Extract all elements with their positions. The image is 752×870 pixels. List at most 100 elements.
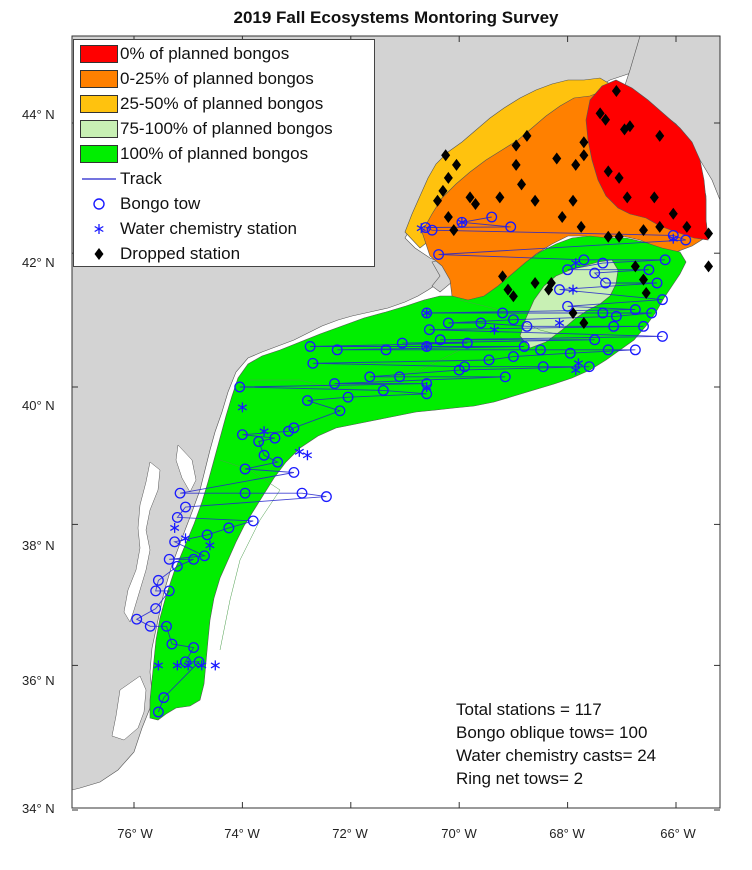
bongo-tow-marker	[629, 344, 641, 356]
lat-tick-34: 34° N	[22, 801, 55, 816]
bongo-tow-marker	[610, 310, 622, 322]
dropped-station-marker	[530, 276, 540, 289]
dropped-station-marker	[451, 158, 461, 171]
chart-title: 2019 Fall Ecosystems Montoring Survey	[233, 8, 559, 27]
legend-swatch-full	[80, 145, 118, 163]
bongo-tow-marker	[537, 361, 549, 373]
bongo-tow-marker	[589, 267, 601, 279]
bongo-tow-marker	[163, 585, 175, 597]
dropped-station-marker	[443, 171, 453, 184]
bongo-tow-marker	[483, 354, 495, 366]
circle-marker-icon	[80, 195, 118, 213]
water-chemistry-marker	[237, 402, 248, 413]
bongo-tow-marker	[201, 529, 213, 541]
dropped-station-marker	[655, 220, 665, 233]
bongo-tow-marker	[629, 304, 641, 316]
bongo-tow-marker	[608, 320, 620, 332]
legend-item-q1: 0-25% of planned bongos	[80, 68, 314, 90]
bongo-tow-marker	[433, 249, 445, 260]
legend-label: 0-25% of planned bongos	[120, 69, 314, 88]
bongo-tow-marker	[589, 334, 601, 346]
lon-tick-76: 76° W	[117, 826, 153, 841]
dropped-station-marker	[508, 290, 518, 303]
dropped-station-marker	[668, 207, 678, 220]
bongo-tow-marker	[223, 522, 235, 534]
dropped-station-marker	[495, 191, 505, 204]
bongo-tow-marker	[394, 371, 406, 383]
legend-item-q4: 75-100% of planned bongos	[80, 118, 333, 140]
bongo-tow-marker	[643, 264, 655, 276]
bongo-tow-marker	[423, 324, 435, 336]
dropped-station-marker	[704, 260, 714, 273]
dropped-station-marker	[517, 178, 527, 191]
dropped-station-marker	[568, 194, 578, 207]
bongo-tow-marker	[646, 307, 658, 319]
bongo-tow-marker	[597, 307, 609, 319]
dropped-station-marker	[433, 194, 443, 207]
dropped-layer	[433, 85, 714, 329]
lon-tick-66: 66° W	[660, 826, 696, 841]
bongo-tow-marker	[562, 264, 574, 276]
bongo-tow-marker	[188, 642, 200, 654]
bongo-tow-marker	[161, 620, 172, 632]
bongo-tow-marker	[272, 456, 284, 468]
dropped-station-marker	[622, 191, 632, 204]
water-chemistry-marker	[183, 660, 193, 671]
chesapeake-bay	[123, 461, 161, 623]
bongo-tow-marker	[169, 536, 181, 548]
bongo-tow-marker	[304, 341, 316, 352]
water-chemistry-marker	[210, 660, 220, 671]
dropped-station-marker	[557, 211, 567, 224]
bongo-tow-marker	[171, 560, 183, 572]
dropped-station-marker	[571, 158, 581, 171]
bongo-tow-marker	[253, 436, 265, 447]
bongo-tow-marker	[258, 449, 270, 461]
bongo-tow-marker	[131, 613, 143, 625]
bongo-tow-marker	[657, 330, 668, 342]
dropped-station-marker	[576, 220, 586, 233]
bongo-tow-marker	[453, 364, 465, 376]
legend-item-bongo: Bongo tow	[80, 193, 200, 215]
water-chemistry-marker	[422, 382, 432, 392]
bongo-tow-marker	[377, 384, 389, 396]
bongo-tow-marker	[166, 638, 178, 650]
map-legend: 0% of planned bongos 0-25% of planned bo…	[73, 39, 375, 267]
legend-swatch-q2	[80, 95, 118, 113]
bongo-tow-marker	[535, 344, 546, 356]
diamond-marker-icon	[80, 245, 118, 263]
dropped-station-marker	[438, 184, 448, 197]
zone-0	[585, 79, 709, 241]
dropped-station-marker	[498, 270, 508, 283]
bongo-tow-marker	[507, 351, 519, 363]
lat-tick-42: 42° N	[22, 255, 55, 270]
bongo-tow-marker	[434, 334, 446, 346]
water-chemistry-marker	[197, 660, 207, 671]
legend-label: Water chemistry station	[120, 219, 297, 238]
water-chemistry-marker	[205, 540, 215, 551]
lon-tick-68: 68° W	[549, 826, 585, 841]
bongo-tow-marker	[239, 487, 251, 499]
lat-tick-44: 44° N	[22, 107, 55, 122]
bongo-tow-marker	[442, 317, 454, 329]
dropped-station-marker	[511, 139, 521, 152]
dropped-station-marker	[511, 158, 521, 171]
water-chemistry-marker	[294, 446, 304, 457]
dropped-station-marker	[638, 224, 648, 237]
water-chemistry-marker	[170, 522, 180, 533]
water-chemistry-marker	[554, 317, 565, 328]
water-chemistry-marker	[489, 324, 500, 335]
bongo-tow-marker	[269, 432, 281, 444]
bongo-tow-marker	[486, 211, 498, 223]
water-chemistry-marker	[571, 258, 581, 269]
water-chemistry-marker	[573, 358, 584, 369]
dropped-station-marker	[625, 120, 635, 133]
dropped-station-marker	[630, 260, 640, 273]
legend-label: 25-50% of planned bongos	[120, 94, 324, 113]
water-chemistry-marker	[153, 660, 164, 671]
legend-label: Track	[120, 169, 162, 188]
dropped-station-marker	[449, 224, 459, 237]
legend-label: 0% of planned bongos	[120, 44, 290, 63]
dropped-station-marker	[641, 286, 651, 299]
bongo-tow-marker	[521, 320, 533, 332]
dropped-station-marker	[704, 227, 714, 240]
